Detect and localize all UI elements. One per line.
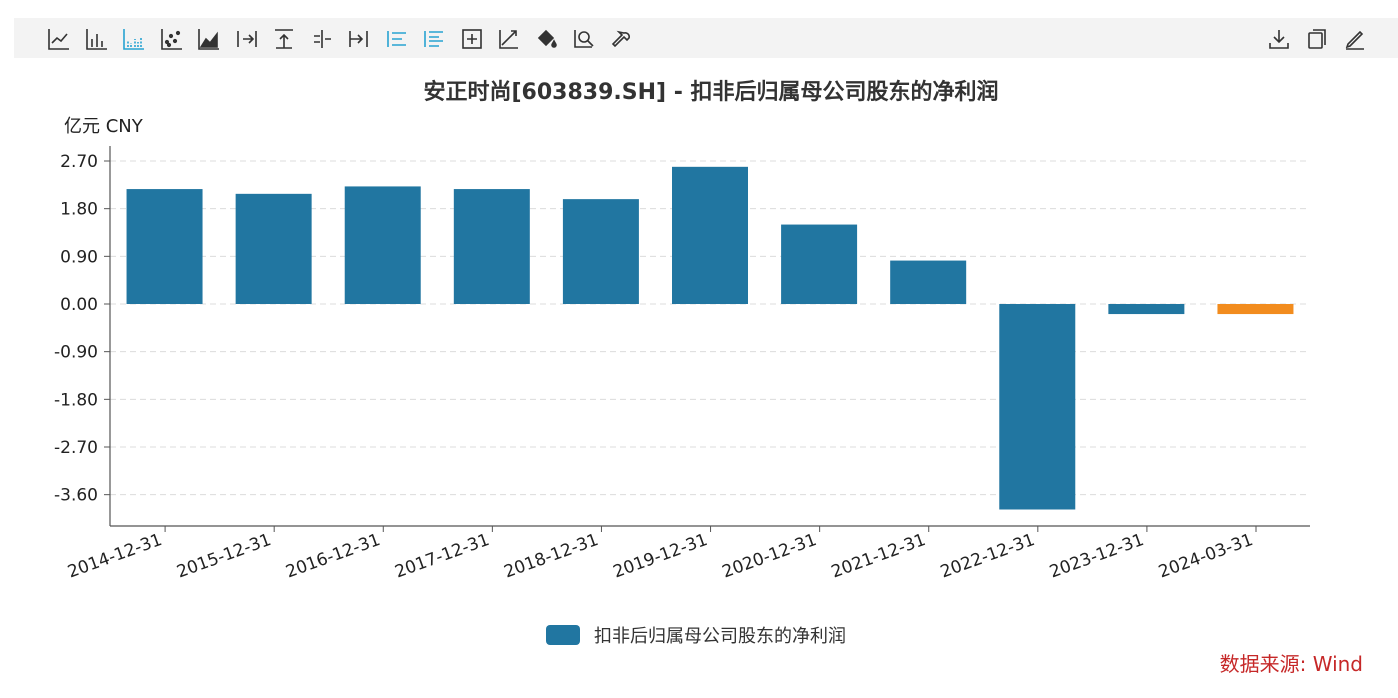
line-chart-icon bbox=[48, 29, 69, 50]
legend-label: 扣非后归属母公司股东的净利润 bbox=[594, 626, 846, 647]
grouped-bar-chart-icon bbox=[123, 29, 144, 50]
x-tick-label: 2018-12-31 bbox=[501, 530, 601, 583]
align-top-button[interactable] bbox=[271, 26, 297, 52]
x-tick-label: 2022-12-31 bbox=[938, 530, 1038, 583]
list-button[interactable] bbox=[384, 26, 410, 52]
chart-toolbar bbox=[14, 18, 1398, 58]
legend-swatch bbox=[546, 625, 580, 645]
edit-button[interactable] bbox=[1342, 26, 1368, 52]
bar[interactable] bbox=[672, 166, 748, 304]
bar[interactable] bbox=[126, 189, 203, 304]
crosshair-button[interactable] bbox=[459, 26, 485, 52]
align-end-button[interactable] bbox=[346, 26, 372, 52]
x-tick-label: 2023-12-31 bbox=[1047, 530, 1147, 583]
bars bbox=[126, 166, 1294, 510]
y-tick-label: -3.60 bbox=[54, 486, 98, 506]
bar[interactable] bbox=[562, 199, 639, 304]
x-tick-label: 2015-12-31 bbox=[174, 530, 274, 583]
x-tick-label: 2017-12-31 bbox=[392, 530, 492, 583]
y-tick-label: -0.90 bbox=[54, 343, 98, 363]
list-dense-button[interactable] bbox=[421, 26, 447, 52]
area-chart-icon bbox=[198, 29, 219, 50]
axes bbox=[109, 146, 1310, 527]
copy-icon bbox=[1308, 29, 1326, 49]
bar[interactable] bbox=[344, 186, 421, 304]
bar[interactable] bbox=[235, 193, 312, 304]
x-tick-label: 2020-12-31 bbox=[720, 530, 820, 583]
bar-chart-icon bbox=[85, 29, 107, 50]
bar[interactable] bbox=[453, 189, 530, 304]
crosshair-icon bbox=[461, 29, 482, 49]
line-chart-button[interactable] bbox=[46, 26, 72, 52]
chart-title: 安正时尚[603839.SH] - 扣非后归属母公司股东的净利润 bbox=[423, 80, 999, 105]
legend-item[interactable]: 扣非后归属母公司股东的净利润 bbox=[546, 622, 846, 648]
wrench-button[interactable] bbox=[609, 26, 635, 52]
edit-icon bbox=[1345, 30, 1364, 50]
bar[interactable] bbox=[1108, 304, 1185, 315]
bar[interactable] bbox=[999, 304, 1076, 510]
area-chart-button[interactable] bbox=[196, 26, 222, 52]
align-center-button[interactable] bbox=[309, 26, 335, 52]
copy-button[interactable] bbox=[1304, 26, 1330, 52]
y-tick-labels: 2.70 1.80 0.90 0.00 -0.90 -1.80 -2.70 -3.60 bbox=[54, 152, 110, 506]
data-source-label: 数据来源: Wind bbox=[1219, 652, 1363, 676]
list-dense-icon bbox=[424, 31, 443, 47]
x-tick-labels: 2014-12-31 2015-12-31 2016-12-31 2017-12-31… bbox=[65, 526, 1257, 583]
download-button[interactable] bbox=[1266, 26, 1292, 52]
y-tick-label: 0.90 bbox=[60, 247, 98, 267]
trend-button[interactable] bbox=[496, 26, 522, 52]
download-icon bbox=[1269, 30, 1289, 49]
x-tick-label: 2021-12-31 bbox=[829, 530, 929, 583]
y-axis-unit-label: 亿元 CNY bbox=[64, 116, 143, 137]
list-icon bbox=[386, 31, 406, 47]
x-tick-label: 2024-03-31 bbox=[1156, 530, 1256, 583]
y-tick-label: 1.80 bbox=[60, 200, 98, 220]
fill-bucket-icon bbox=[537, 29, 557, 48]
align-top-icon bbox=[275, 29, 293, 49]
y-tick-label: -1.80 bbox=[54, 390, 98, 410]
x-tick-label: 2014-12-31 bbox=[65, 530, 165, 583]
align-end-icon bbox=[349, 31, 368, 47]
fill-bucket-button[interactable] bbox=[534, 26, 560, 52]
bar[interactable] bbox=[890, 260, 967, 304]
bar[interactable] bbox=[781, 224, 858, 304]
zoom-search-icon bbox=[574, 30, 594, 48]
scatter-chart-icon bbox=[160, 29, 182, 50]
x-tick-label: 2019-12-31 bbox=[611, 530, 711, 583]
bar-chart-button[interactable] bbox=[84, 26, 110, 52]
zoom-search-button[interactable] bbox=[571, 26, 597, 52]
wrench-icon bbox=[611, 30, 630, 48]
y-tick-label: -2.70 bbox=[54, 438, 98, 458]
x-tick-label: 2016-12-31 bbox=[283, 530, 383, 583]
align-right-button[interactable] bbox=[234, 26, 260, 52]
bar[interactable] bbox=[1217, 304, 1294, 315]
y-tick-label: 0.00 bbox=[60, 295, 98, 315]
y-tick-label: 2.70 bbox=[60, 152, 98, 172]
scatter-chart-button[interactable] bbox=[159, 26, 185, 52]
grouped-bar-chart-button[interactable] bbox=[121, 26, 147, 52]
align-right-icon bbox=[236, 31, 257, 47]
align-center-icon bbox=[313, 30, 331, 48]
trend-icon bbox=[499, 30, 518, 49]
